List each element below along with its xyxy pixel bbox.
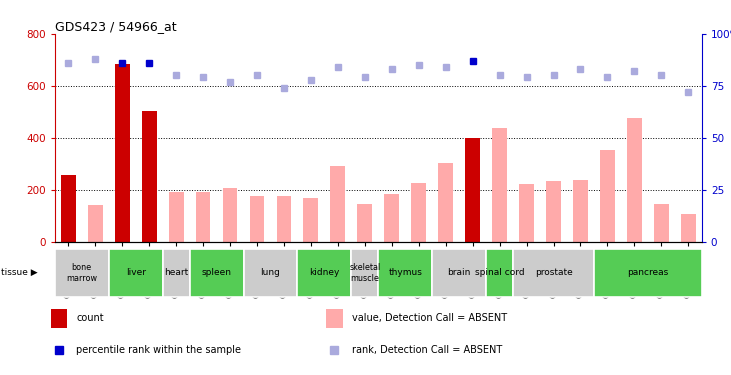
Bar — [169, 192, 183, 242]
Bar — [55, 249, 109, 297]
Text: kidney: kidney — [309, 268, 340, 278]
Bar — [573, 180, 588, 242]
Bar — [298, 249, 352, 297]
Text: brain: brain — [447, 268, 471, 278]
Text: lung: lung — [260, 268, 281, 278]
Bar — [594, 249, 702, 297]
Text: spinal cord: spinal cord — [474, 268, 524, 278]
Bar — [109, 249, 162, 297]
Bar — [439, 162, 453, 242]
Bar — [492, 128, 507, 242]
Bar — [546, 181, 561, 242]
Bar — [243, 249, 298, 297]
Bar — [115, 64, 129, 242]
Text: percentile rank within the sample: percentile rank within the sample — [76, 345, 241, 355]
Bar — [486, 249, 513, 297]
Bar — [276, 196, 292, 242]
Text: liver: liver — [126, 268, 145, 278]
Bar — [330, 166, 345, 242]
Text: skeletal
muscle: skeletal muscle — [349, 263, 380, 282]
Bar — [223, 188, 238, 242]
Bar — [61, 175, 76, 242]
Bar — [189, 249, 243, 297]
Bar — [249, 196, 265, 242]
Text: GDS423 / 54966_at: GDS423 / 54966_at — [55, 20, 176, 33]
Bar — [357, 204, 372, 242]
Bar — [681, 214, 696, 242]
Text: tissue ▶: tissue ▶ — [1, 268, 38, 278]
Bar — [519, 184, 534, 242]
Bar — [654, 204, 669, 242]
Bar — [352, 249, 379, 297]
Bar — [513, 249, 594, 297]
Text: count: count — [76, 313, 104, 323]
Bar — [196, 192, 211, 242]
Text: value, Detection Call = ABSENT: value, Detection Call = ABSENT — [352, 313, 507, 323]
Bar — [432, 249, 486, 297]
Text: rank, Detection Call = ABSENT: rank, Detection Call = ABSENT — [352, 345, 502, 355]
Text: thymus: thymus — [388, 268, 423, 278]
Bar — [303, 198, 318, 242]
Bar — [50, 309, 67, 328]
Bar — [385, 194, 399, 242]
Text: pancreas: pancreas — [627, 268, 668, 278]
Text: heart: heart — [164, 268, 189, 278]
Bar — [142, 111, 156, 242]
Bar — [412, 183, 426, 242]
Bar — [378, 249, 432, 297]
Text: prostate: prostate — [534, 268, 572, 278]
Bar — [326, 309, 343, 328]
Bar — [162, 249, 189, 297]
Bar — [465, 138, 480, 242]
Text: spleen: spleen — [202, 268, 232, 278]
Bar — [600, 150, 615, 242]
Bar — [627, 117, 642, 242]
Text: bone
marrow: bone marrow — [67, 263, 97, 282]
Bar — [88, 205, 102, 242]
